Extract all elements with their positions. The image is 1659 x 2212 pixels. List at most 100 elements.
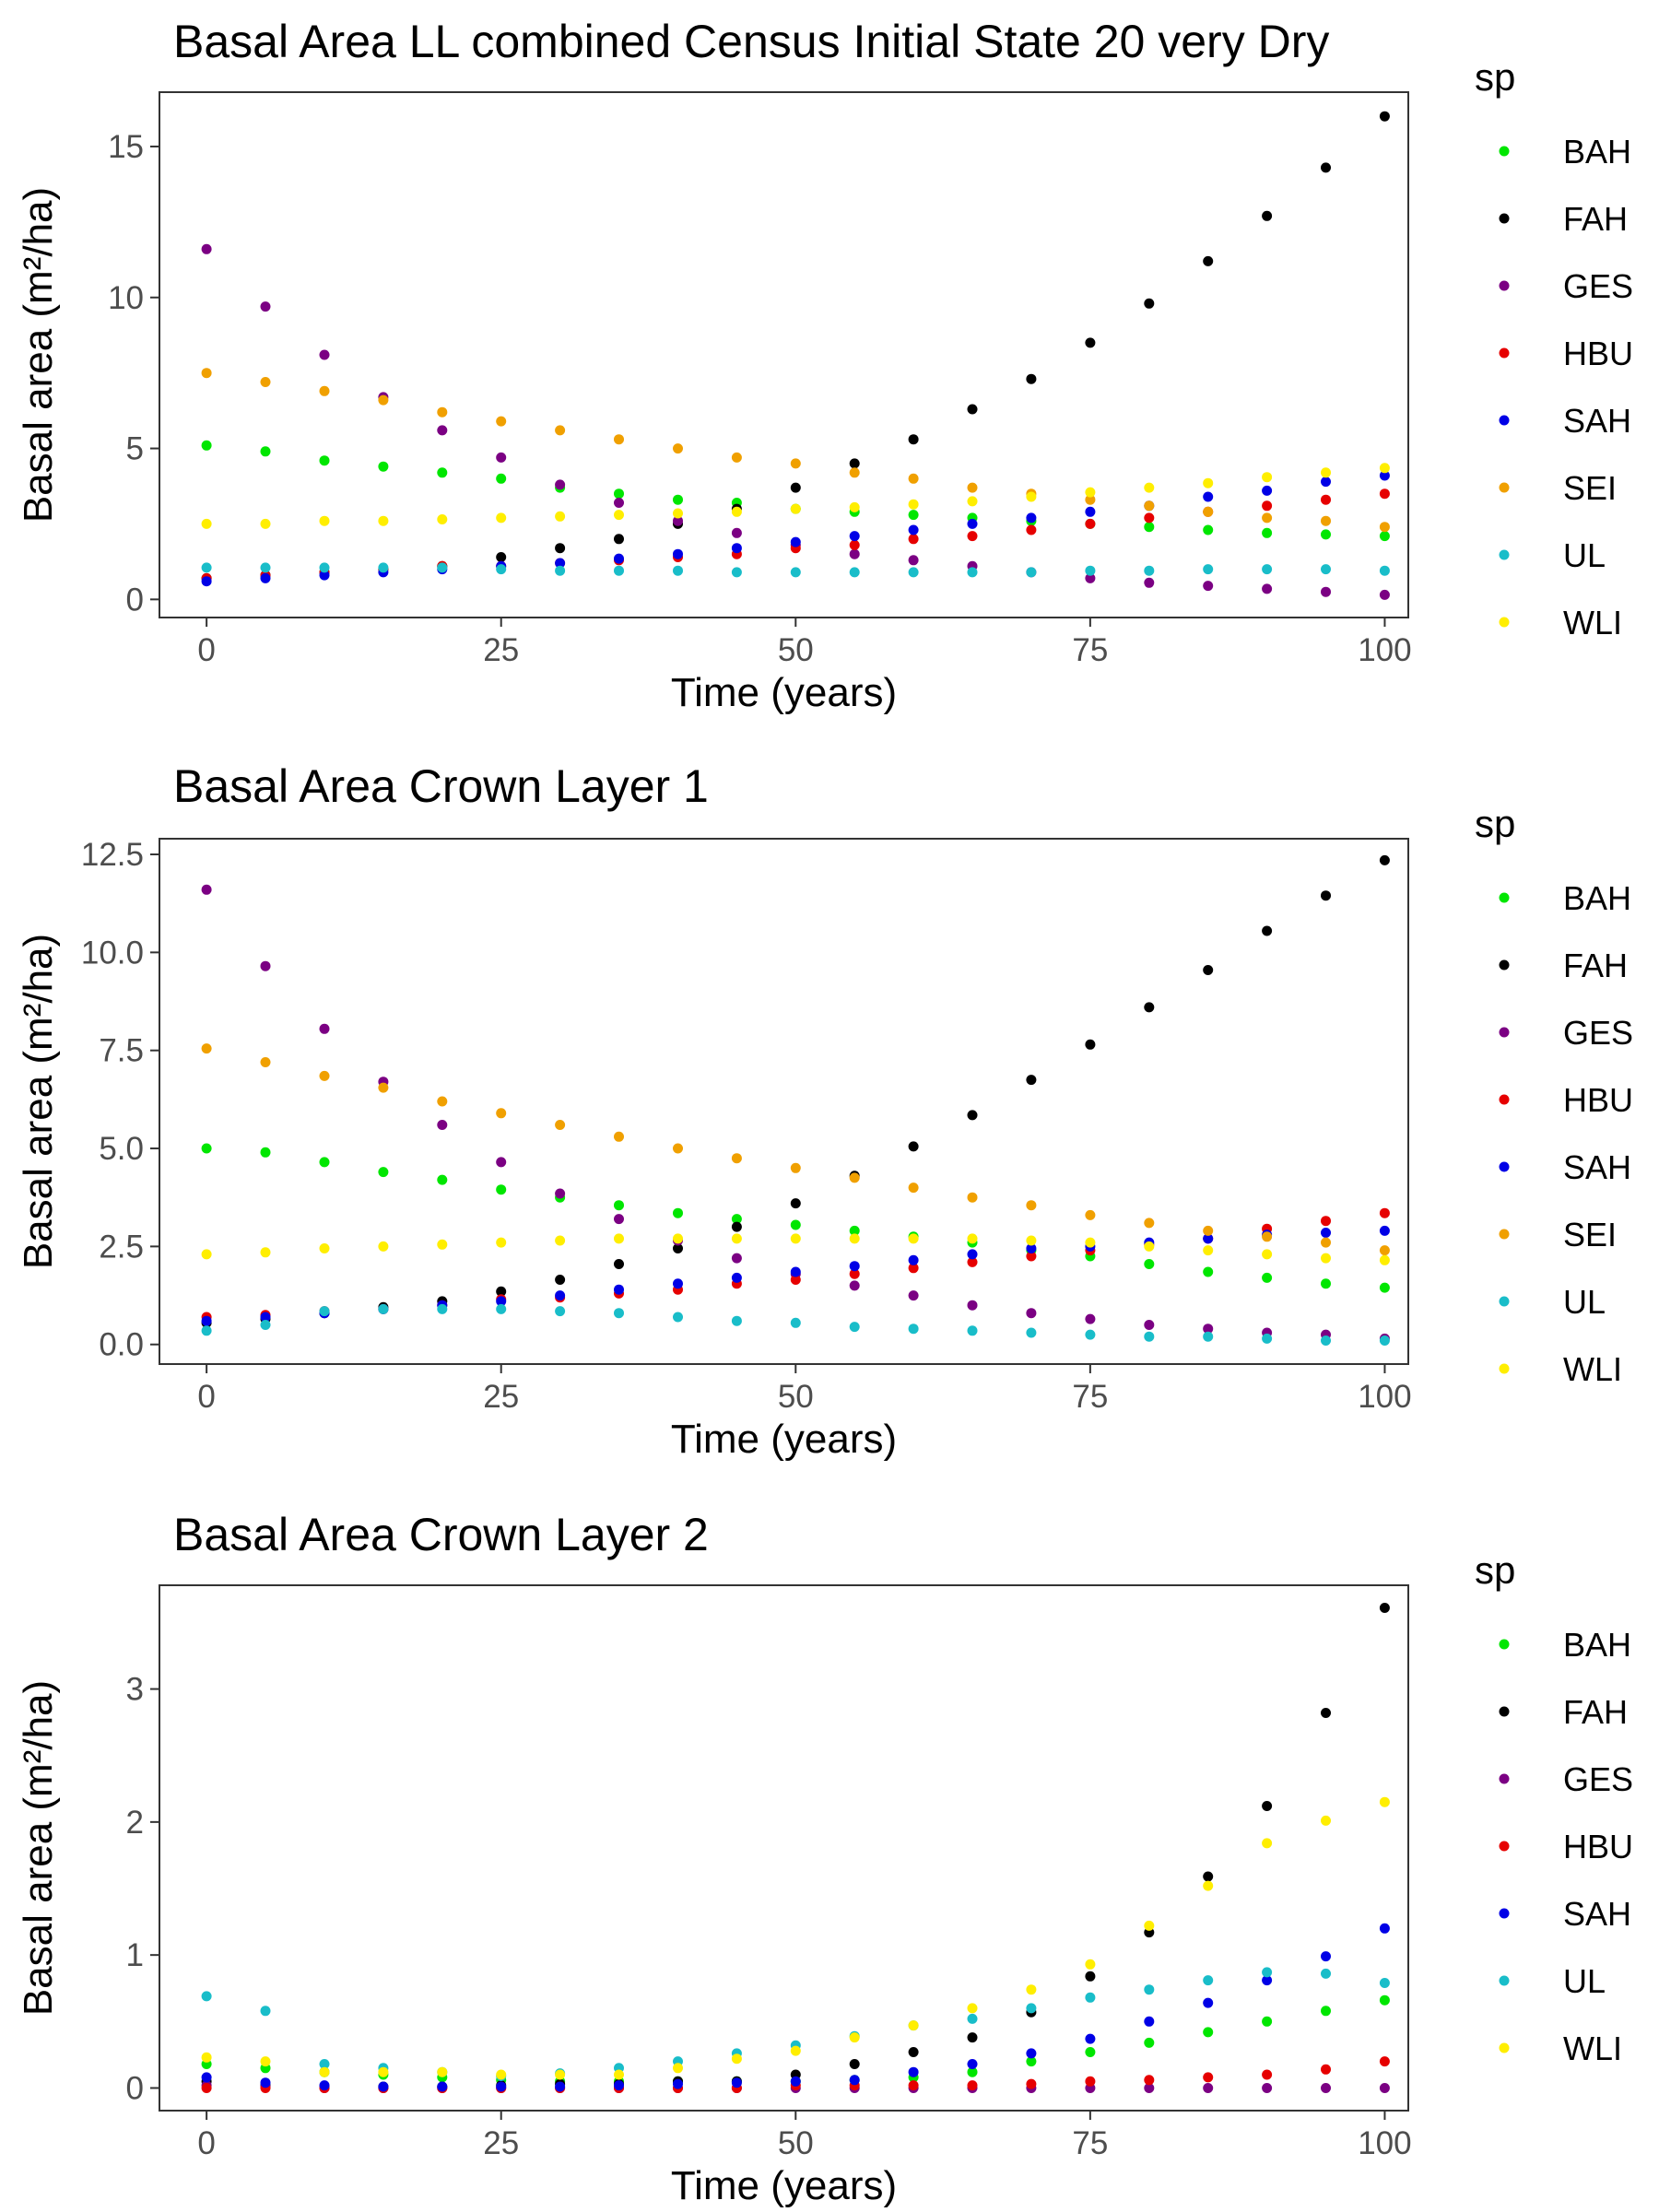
- data-point-ges: [614, 498, 624, 508]
- data-point-wli: [437, 1239, 448, 1250]
- data-point-ul: [614, 1308, 624, 1319]
- data-point-sah: [555, 2081, 566, 2092]
- data-point-sah: [790, 1266, 801, 1277]
- data-point-fah: [849, 2059, 860, 2069]
- data-point-sei: [908, 1182, 919, 1194]
- data-point-sah: [731, 543, 742, 554]
- data-point-bah: [673, 494, 683, 505]
- data-point-sei: [673, 443, 683, 454]
- data-point-ul: [790, 567, 801, 578]
- data-point-fah: [1203, 965, 1214, 975]
- data-point-ul: [849, 567, 860, 578]
- data-point-wli: [967, 1233, 978, 1244]
- data-point-wli: [496, 1237, 507, 1248]
- data-point-sei: [1379, 1245, 1390, 1256]
- data-point-sah: [1026, 2048, 1037, 2059]
- x-tick-label: 100: [1358, 2125, 1411, 2161]
- data-point-ul: [1203, 1331, 1214, 1342]
- data-point-ges: [555, 479, 566, 490]
- data-point-ul: [496, 1303, 507, 1314]
- data-point-ul: [1144, 565, 1155, 576]
- data-point-sei: [731, 452, 742, 463]
- data-point-fah: [673, 1243, 683, 1253]
- data-point-ul: [1262, 564, 1273, 575]
- data-point-ul: [1262, 1333, 1273, 1344]
- data-point-wli: [614, 2069, 624, 2080]
- chart-title-2: Basal Area Crown Layer 2: [173, 1509, 709, 1560]
- x-tick-label: 25: [483, 2125, 519, 2161]
- data-point-sah: [378, 2081, 389, 2092]
- plot-panel-1: [159, 838, 1409, 1365]
- data-point-sah: [731, 1272, 742, 1283]
- data-point-ul: [1379, 1335, 1390, 1346]
- data-point-sei: [790, 458, 801, 469]
- data-point-sah: [319, 570, 330, 581]
- data-point-fah: [967, 404, 978, 415]
- data-point-sei: [201, 1043, 212, 1054]
- data-point-ul: [319, 2059, 330, 2069]
- legend-key-hbu: [1499, 1841, 1510, 1852]
- data-point-sah: [967, 518, 978, 529]
- data-point-sah: [1026, 512, 1037, 524]
- data-point-fah: [731, 1221, 742, 1232]
- data-point-hbu: [1026, 2078, 1037, 2089]
- data-point-ul: [378, 1303, 389, 1314]
- data-point-ges: [437, 1120, 448, 1130]
- data-point-sei: [378, 1082, 389, 1093]
- data-point-bah: [1379, 1994, 1390, 2006]
- y-tick-label: 10: [108, 280, 144, 316]
- y-tick-label: 3: [126, 1672, 144, 1708]
- data-point-sah: [849, 531, 860, 542]
- legend-key-bah: [1499, 892, 1510, 903]
- data-point-wli: [1321, 1815, 1331, 1826]
- data-point-ul: [1085, 1992, 1096, 2003]
- y-tick-label: 2: [126, 1805, 144, 1841]
- data-point-sei: [496, 1108, 507, 1119]
- data-point-fah: [1379, 854, 1390, 865]
- data-point-sah: [1144, 2016, 1155, 2027]
- data-point-bah: [731, 1214, 742, 1225]
- data-point-sah: [1085, 2033, 1096, 2044]
- legend-label-wli: WLI: [1563, 1350, 1622, 1388]
- data-point-hbu: [1085, 2076, 1096, 2087]
- legend-key-ul: [1499, 1975, 1510, 1986]
- data-point-fah: [967, 1110, 978, 1121]
- data-point-wli: [908, 499, 919, 510]
- data-point-ul: [908, 1324, 919, 1335]
- data-point-sei: [496, 416, 507, 427]
- data-point-sei: [673, 1143, 683, 1154]
- data-point-fah: [1321, 162, 1331, 173]
- y-tick-label: 5: [126, 431, 144, 467]
- data-point-sah: [614, 1284, 624, 1295]
- data-point-wli: [1144, 1920, 1155, 1931]
- data-point-bah: [1144, 1259, 1155, 1269]
- data-point-ges: [1144, 2083, 1155, 2093]
- data-point-bah: [260, 446, 271, 457]
- data-point-sah: [1321, 477, 1331, 488]
- legend-label-wli: WLI: [1563, 604, 1622, 641]
- data-point-wli: [1262, 472, 1273, 483]
- data-point-ges: [1203, 581, 1214, 592]
- data-point-fah: [555, 543, 566, 554]
- data-point-wli: [614, 510, 624, 521]
- data-point-wli: [319, 515, 330, 526]
- data-point-wli: [201, 2052, 212, 2063]
- data-point-sah: [437, 2081, 448, 2092]
- data-point-ges: [1026, 1308, 1037, 1319]
- data-point-ges: [1085, 572, 1096, 583]
- data-point-wli: [849, 501, 860, 512]
- data-point-fah: [1026, 373, 1037, 384]
- data-point-wli: [908, 1233, 919, 1244]
- data-point-sah: [1379, 470, 1390, 481]
- data-point-hbu: [908, 534, 919, 545]
- data-point-bah: [790, 1219, 801, 1230]
- legend-key-fah: [1499, 1706, 1510, 1717]
- data-point-fah: [555, 1275, 566, 1285]
- data-point-ul: [555, 1306, 566, 1317]
- data-point-sah: [849, 1261, 860, 1272]
- data-point-wli: [1203, 1245, 1214, 1256]
- data-point-wli: [1026, 1235, 1037, 1246]
- data-point-sei: [1321, 1237, 1331, 1248]
- data-point-wli: [1321, 467, 1331, 478]
- data-point-bah: [673, 1207, 683, 1218]
